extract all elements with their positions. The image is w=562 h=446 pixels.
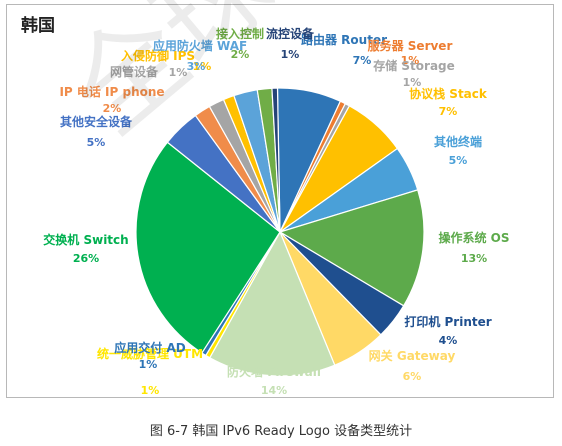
slice-value-label-7: 4%	[439, 334, 458, 347]
slice-name-label-16: 入侵防御 IPS	[121, 48, 195, 63]
slice-value-label-11: 1%	[139, 358, 158, 371]
slice-name-label-13: 其他安全设备	[60, 114, 133, 129]
slice-value-label-1: 7%	[353, 54, 372, 67]
figure-caption: 图 6-7 韩国 IPv6 Ready Logo 设备类型统计	[149, 424, 413, 439]
slice-name-label-6: 操作系统 OS	[438, 230, 509, 245]
slice-name-label-10: 统一威胁管理 UTM	[97, 346, 203, 361]
slice-name-label-3: 存储 Storage	[372, 58, 455, 73]
chart-title: 韩国	[21, 16, 55, 36]
slice-value-label-9: 14%	[261, 384, 287, 397]
slice-name-label-17: 应用防火墙 WAF	[153, 38, 247, 53]
slice-name-label-4: 协议栈 Stack	[409, 86, 488, 101]
pie-slice-6	[278, 189, 425, 307]
pie-slice-9	[208, 230, 336, 377]
pie-slice-19	[271, 87, 281, 233]
slice-name-label-8: 网关 Gateway	[369, 348, 456, 363]
pie-slice-12	[135, 141, 281, 354]
slice-value-label-19: 1%	[281, 48, 300, 61]
slice-name-label-2: 服务器 Server	[368, 38, 453, 53]
slice-value-label-18: 2%	[231, 48, 250, 61]
slice-value-label-14: 2%	[103, 102, 122, 115]
slice-name-label-12: 交换机 Switch	[43, 232, 128, 247]
slice-name-label-5: 其他终端	[434, 134, 482, 149]
slice-name-label-1: 路由器 Router	[301, 32, 387, 47]
slice-name-label-18: 接入控制	[216, 26, 264, 41]
slice-name-label-11: 应用交付 AD	[114, 340, 185, 355]
slice-name-label-15: 网管设备	[110, 64, 159, 79]
slice-value-label-15: 1%	[169, 66, 188, 79]
slice-name-label-19: 流控设备	[266, 26, 315, 41]
pie-slices	[135, 87, 425, 377]
slice-value-label-5: 5%	[449, 154, 468, 167]
slice-value-label-10: 1%	[141, 384, 160, 397]
slice-value-label-16: 1%	[193, 60, 212, 73]
slice-value-label-17: 3%	[187, 60, 206, 73]
slice-value-label-12: 26%	[73, 252, 99, 265]
slice-value-label-13: 5%	[87, 136, 106, 149]
slice-name-label-9: 防火墙 Firewall	[227, 364, 321, 379]
slice-name-label-14: IP 电话 IP phone	[59, 84, 164, 99]
slice-value-label-3: 1%	[403, 76, 422, 89]
slice-value-label-8: 6%	[403, 370, 422, 383]
slice-value-label-4: 7%	[439, 105, 458, 118]
slice-value-label-6: 13%	[461, 252, 487, 265]
slice-value-label-2: 1%	[401, 54, 420, 67]
slice-name-label-7: 打印机 Printer	[404, 314, 491, 329]
